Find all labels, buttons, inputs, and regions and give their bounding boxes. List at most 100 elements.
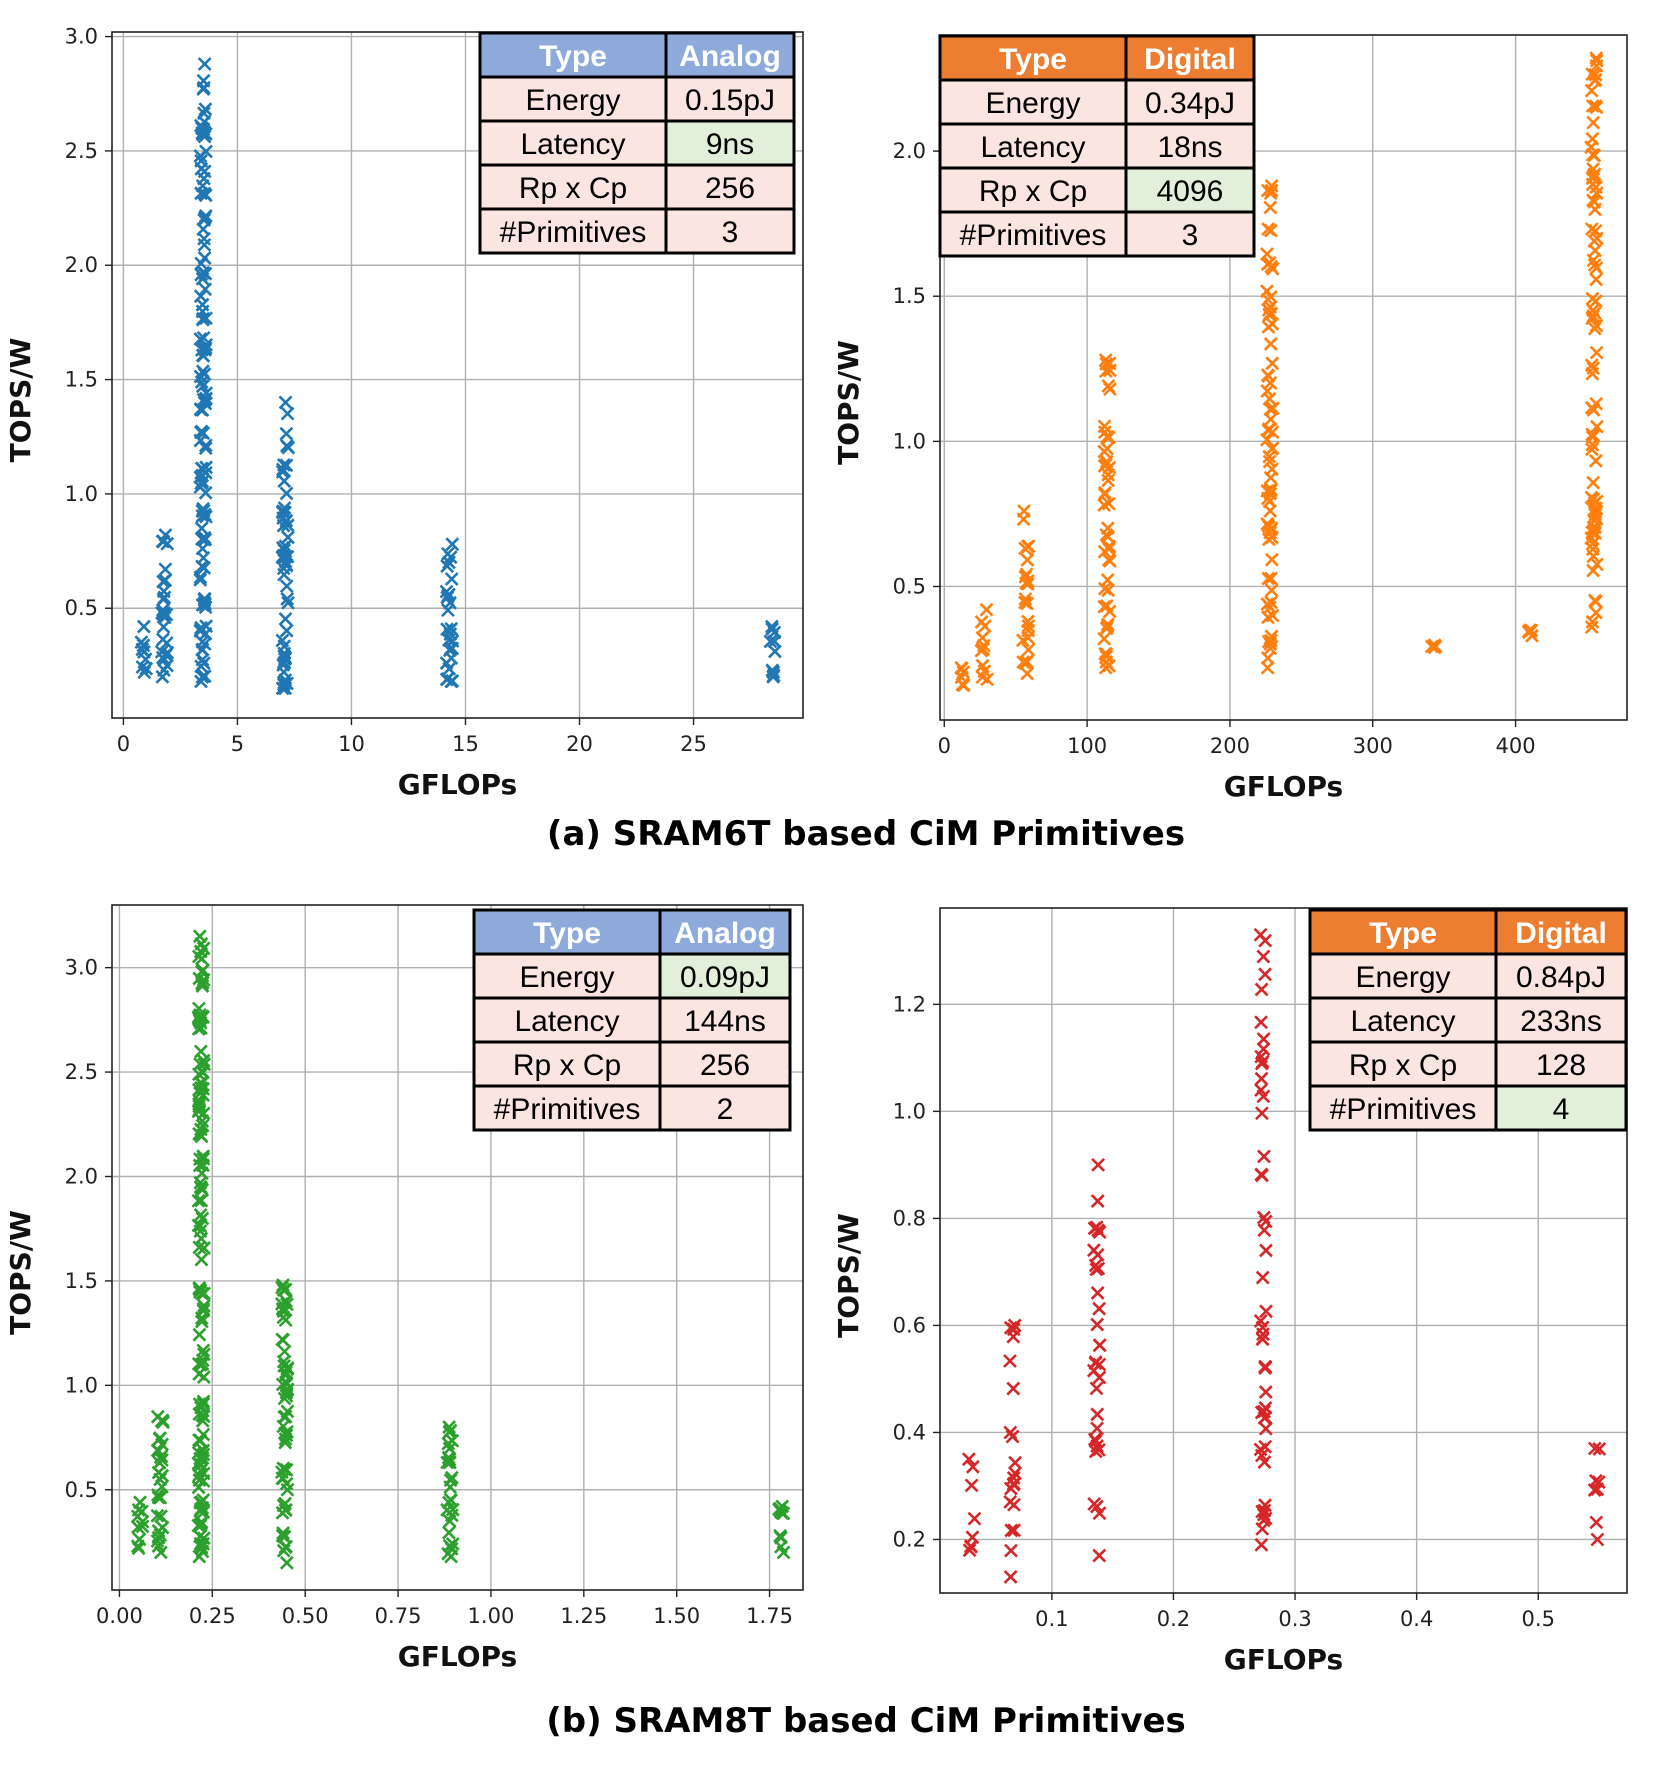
scatter-point (1424, 639, 1439, 654)
x-tick-label: 400 (1496, 734, 1536, 758)
scatter-point (1262, 449, 1277, 464)
scatter-point (194, 1515, 209, 1530)
scatter-point (194, 620, 208, 635)
scatter-point (197, 560, 212, 575)
y-tick-label: 0.6 (893, 1313, 926, 1337)
x-tick-label: 25 (680, 732, 707, 756)
scatter-point (276, 1498, 291, 1513)
table-cell-text: 144ns (684, 1005, 766, 1038)
scatter-point (1589, 345, 1604, 360)
scatter-point (1586, 520, 1601, 535)
table-cell (1494, 996, 1628, 1044)
y-axis-label: TOPS/W (832, 340, 865, 465)
scatter-point (1092, 1357, 1107, 1372)
scatter-point (280, 518, 295, 533)
scatter-point (152, 1455, 167, 1470)
scatter-point (442, 1525, 456, 1540)
scatter-point (1589, 1515, 1604, 1530)
scatter-point (199, 460, 214, 475)
scatter-point (278, 395, 293, 410)
scatter-point (151, 1490, 166, 1505)
scatter-point (194, 1252, 209, 1267)
scatter-point (1092, 1338, 1107, 1353)
scatter-point (1100, 429, 1115, 444)
table-cell-text: 4096 (1157, 175, 1224, 208)
y-tick-label: 3.0 (65, 956, 98, 980)
scatter-point (773, 1539, 788, 1554)
y-axis-label: TOPS/W (4, 1210, 37, 1335)
scatter-point (195, 598, 210, 612)
scatter-point (279, 1539, 293, 1554)
scatter-cluster-1 (130, 1495, 150, 1556)
x-tick-label: 1.75 (746, 1604, 793, 1628)
caption-a: (a) SRAM6T based CiM Primitives (547, 814, 1185, 854)
table-cell-text: 18ns (1157, 131, 1222, 164)
table-cell (664, 119, 796, 167)
scatter-point (196, 1397, 211, 1411)
scatter-point (1586, 563, 1601, 578)
scatter-point (1263, 482, 1278, 497)
scatter-point (1255, 1270, 1270, 1285)
scatter-point (195, 643, 210, 657)
scatter-point (194, 1021, 208, 1035)
scatter-cluster-5 (439, 537, 460, 689)
scatter-point (964, 1478, 979, 1493)
scatter-point (1087, 1497, 1102, 1511)
scatter-point (1585, 430, 1600, 445)
scatter-point (196, 80, 211, 95)
scatter-point (198, 282, 213, 297)
scatter-point (1585, 615, 1600, 629)
scatter-cluster-3 (191, 929, 212, 1564)
scatter-point (1019, 654, 1034, 669)
y-tick-label: 1.5 (65, 1269, 98, 1293)
scatter-point (1585, 177, 1600, 192)
scatter-cluster-5 (440, 1420, 460, 1564)
scatter-point (136, 619, 151, 634)
y-tick-label: 1.2 (893, 992, 926, 1016)
table-cell-text: 3 (722, 216, 739, 249)
scatter-point (156, 534, 171, 549)
y-tick-label: 1.0 (65, 1373, 98, 1397)
scatter-point (277, 505, 292, 520)
scatter-point (195, 1009, 210, 1024)
y-axis-label: TOPS/W (4, 338, 37, 463)
scatter-point (281, 595, 295, 610)
scatter-point (1264, 521, 1279, 536)
scatter-point (191, 1218, 206, 1233)
scatter-point (1021, 619, 1036, 633)
scatter-point (196, 1466, 211, 1481)
scatter-point (1099, 647, 1114, 661)
scatter-cluster-7 (1521, 623, 1539, 643)
table-cell (1124, 166, 1256, 214)
scatter-point (138, 652, 153, 667)
scatter-point (1261, 571, 1276, 586)
x-tick-label: 0.2 (1157, 1607, 1190, 1631)
scatter-point (1262, 306, 1277, 321)
table-header-text: Digital (1144, 43, 1236, 76)
table-cell (658, 1040, 792, 1088)
scatter-point (1587, 167, 1602, 182)
scatter-point (194, 521, 209, 536)
scatter-point (1099, 649, 1114, 664)
scatter-point (1592, 1441, 1607, 1456)
scatter-cluster-1 (961, 1452, 982, 1558)
scatter-point (276, 1471, 291, 1486)
scatter-point (1585, 291, 1600, 306)
chart-sram6t-analog: 0 5 10 15 20 25 0.5 1.0 1.5 2.0 2.5 3.0 GFLOPs TOPS/W… (4, 25, 804, 801)
scatter-point (1254, 1015, 1268, 1030)
x-tick-label: 0 (938, 734, 951, 758)
scatter-point (196, 392, 211, 407)
scatter-point (198, 102, 213, 117)
table-cell-text: Rp x Cp (1349, 1049, 1457, 1082)
scatter-point (1263, 336, 1278, 351)
scatter-point (1584, 531, 1599, 545)
scatter-point (961, 1452, 976, 1467)
scatter-point (195, 979, 210, 993)
scatter-point (1102, 539, 1117, 554)
scatter-point (1097, 419, 1112, 434)
scatter-point (135, 660, 150, 674)
scatter-cluster-4 (274, 1278, 295, 1570)
scatter-point (1254, 1071, 1269, 1086)
scatter-point (195, 468, 210, 483)
